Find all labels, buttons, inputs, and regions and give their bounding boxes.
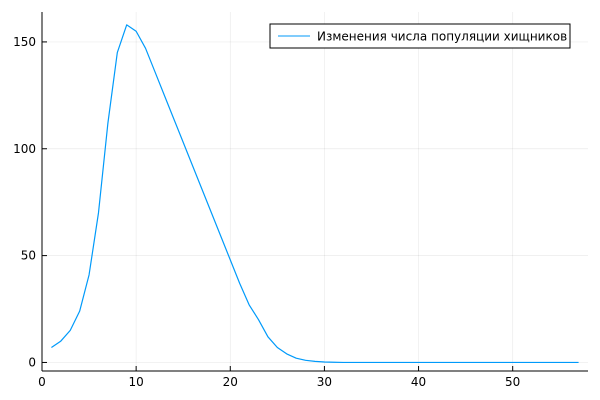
series-line bbox=[51, 24, 579, 364]
x-tick-label: 0 bbox=[38, 375, 46, 389]
x-tick-label: 50 bbox=[505, 375, 520, 389]
y-tick-label: 50 bbox=[21, 249, 36, 263]
axes bbox=[41, 12, 588, 372]
legend-box bbox=[269, 23, 571, 49]
ticks: 0 10 20 30 40 50 0 50 100 150 bbox=[13, 35, 520, 389]
y-tick-label: 150 bbox=[13, 35, 36, 49]
x-tick-label: 40 bbox=[411, 375, 426, 389]
y-tick-label: 100 bbox=[13, 142, 36, 156]
legend-label: Изменения числа популяции хищников bbox=[317, 30, 567, 44]
y-tick-label: 0 bbox=[28, 355, 36, 369]
x-tick-label: 30 bbox=[317, 375, 332, 389]
legend: Изменения числа популяции хищников bbox=[269, 23, 571, 49]
series-layer bbox=[51, 24, 579, 364]
x-tick-label: 10 bbox=[128, 375, 143, 389]
grid bbox=[41, 12, 588, 371]
x-tick-label: 20 bbox=[223, 375, 238, 389]
